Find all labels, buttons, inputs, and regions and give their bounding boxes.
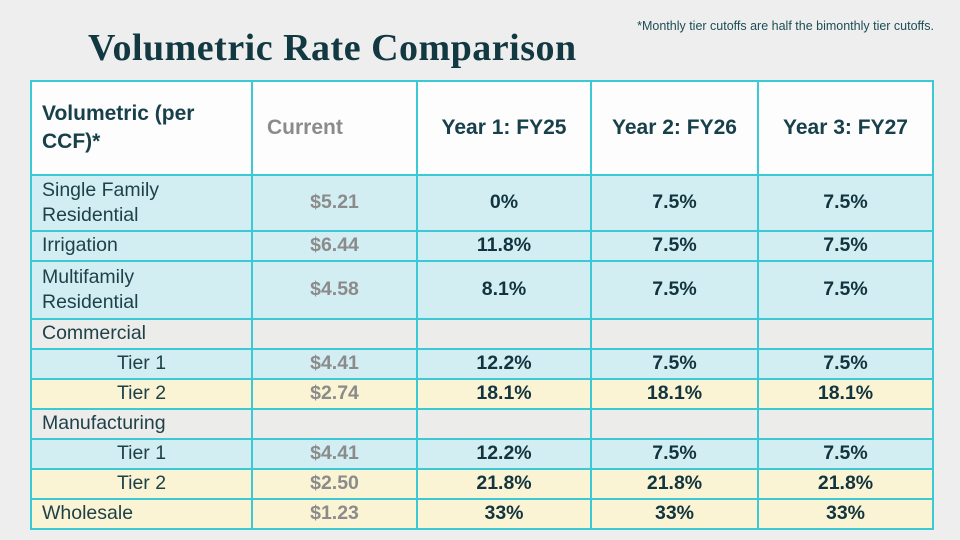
table-row: Multifamily Residential $4.58 8.1% 7.5% 7.5%: [30, 260, 934, 320]
table-row: Wholesale $1.23 33% 33% 33%: [30, 498, 934, 530]
current-rate-cell: $1.23: [251, 498, 418, 530]
row-label: Single Family Residential: [30, 174, 253, 232]
fy25-change-cell: 12.2%: [416, 348, 592, 380]
current-rate-cell: $5.21: [251, 174, 418, 232]
fy26-change-cell: 7.5%: [590, 438, 759, 470]
fy25-change-cell: 0%: [416, 174, 592, 232]
row-label: Tier 2: [30, 468, 253, 500]
fy25-change-cell: [416, 318, 592, 350]
table-row: Tier 1 $4.41 12.2% 7.5% 7.5%: [30, 438, 934, 470]
fy26-change-cell: 7.5%: [590, 174, 759, 232]
row-label: Commercial: [30, 318, 253, 350]
current-rate-cell: $4.41: [251, 348, 418, 380]
fy25-change-cell: 21.8%: [416, 468, 592, 500]
header-volumetric: Volumetric (per CCF)*: [30, 80, 253, 176]
page-title: Volumetric Rate Comparison: [88, 27, 577, 69]
fy27-change-cell: 7.5%: [757, 230, 934, 262]
fy26-change-cell: 33%: [590, 498, 759, 530]
fy26-change-cell: 7.5%: [590, 348, 759, 380]
fy27-change-cell: 7.5%: [757, 348, 934, 380]
row-label: Manufacturing: [30, 408, 253, 440]
fy27-change-cell: 18.1%: [757, 378, 934, 410]
header-row: Volumetric (per CCF)* Current Year 1: FY…: [30, 80, 934, 176]
fy26-change-cell: 7.5%: [590, 230, 759, 262]
current-rate-cell: [251, 408, 418, 440]
current-rate-cell: $4.41: [251, 438, 418, 470]
fy27-change-cell: 7.5%: [757, 260, 934, 320]
fy26-change-cell: [590, 318, 759, 350]
current-rate-cell: $2.74: [251, 378, 418, 410]
fy26-change-cell: 21.8%: [590, 468, 759, 500]
table-row: Tier 1 $4.41 12.2% 7.5% 7.5%: [30, 348, 934, 380]
header-year2-fy26: Year 2: FY26: [590, 80, 759, 176]
fy27-change-cell: 33%: [757, 498, 934, 530]
volumetric-rate-table: Volumetric (per CCF)* Current Year 1: FY…: [30, 80, 934, 530]
fy25-change-cell: 33%: [416, 498, 592, 530]
fy26-change-cell: 7.5%: [590, 260, 759, 320]
current-rate-cell: $6.44: [251, 230, 418, 262]
table-row: Tier 2 $2.74 18.1% 18.1% 18.1%: [30, 378, 934, 410]
row-label: Multifamily Residential: [30, 260, 253, 320]
fy27-change-cell: 7.5%: [757, 174, 934, 232]
table-row: Tier 2 $2.50 21.8% 21.8% 21.8%: [30, 468, 934, 500]
table-row: Manufacturing: [30, 408, 934, 440]
row-label: Irrigation: [30, 230, 253, 262]
row-label: Tier 1: [30, 438, 253, 470]
current-rate-cell: $2.50: [251, 468, 418, 500]
table-row: Single Family Residential $5.21 0% 7.5% 7.5%: [30, 174, 934, 232]
fy27-change-cell: 7.5%: [757, 438, 934, 470]
row-label: Tier 1: [30, 348, 253, 380]
header-current: Current: [251, 80, 418, 176]
header-year1-fy25: Year 1: FY25: [416, 80, 592, 176]
row-label: Wholesale: [30, 498, 253, 530]
fy26-change-cell: [590, 408, 759, 440]
current-rate-cell: [251, 318, 418, 350]
current-rate-cell: $4.58: [251, 260, 418, 320]
fy25-change-cell: 11.8%: [416, 230, 592, 262]
fy27-change-cell: [757, 408, 934, 440]
fy25-change-cell: 18.1%: [416, 378, 592, 410]
fy26-change-cell: 18.1%: [590, 378, 759, 410]
fy25-change-cell: [416, 408, 592, 440]
footnote: *Monthly tier cutoffs are half the bimon…: [637, 19, 934, 33]
fy25-change-cell: 12.2%: [416, 438, 592, 470]
table-row: Commercial: [30, 318, 934, 350]
fy27-change-cell: 21.8%: [757, 468, 934, 500]
fy25-change-cell: 8.1%: [416, 260, 592, 320]
table-row: Irrigation $6.44 11.8% 7.5% 7.5%: [30, 230, 934, 262]
row-label: Tier 2: [30, 378, 253, 410]
fy27-change-cell: [757, 318, 934, 350]
header-year3-fy27: Year 3: FY27: [757, 80, 934, 176]
